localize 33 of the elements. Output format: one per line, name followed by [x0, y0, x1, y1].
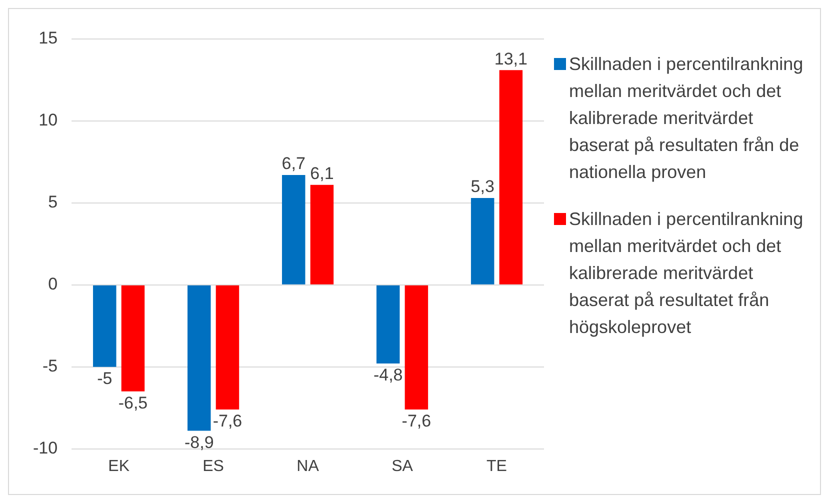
x-tick-label: ES [202, 458, 224, 475]
y-tick-label: 0 [48, 274, 58, 294]
data-label: 6,7 [282, 154, 306, 174]
y-tick-label: -10 [32, 438, 58, 458]
y-tick-label: 15 [38, 28, 58, 48]
data-label: -7,6 [212, 412, 242, 431]
bar [404, 285, 428, 410]
legend-label: Skillnaden i percentilrankning mellan meritvärdet och det kalibrerade meritvärdet baserat på resultatet från högskoleprovet [569, 208, 804, 339]
y-tick-label: 10 [38, 110, 58, 130]
bar [216, 285, 240, 410]
y-tick-label: -5 [42, 356, 58, 376]
bar [93, 285, 116, 367]
data-label: 6,1 [310, 164, 334, 184]
bar [499, 70, 523, 284]
x-tick-label: EK [108, 458, 130, 475]
bar [282, 175, 306, 284]
x-tick-label: NA [296, 458, 320, 475]
data-label: 5,3 [470, 177, 494, 196]
data-label: -4,8 [373, 366, 403, 385]
bar [310, 184, 334, 284]
data-label: -7,6 [402, 412, 432, 431]
data-label: -8,9 [184, 432, 214, 452]
data-label: 13,1 [494, 49, 528, 68]
x-tick-label: TE [486, 458, 507, 475]
data-label: -6,5 [118, 394, 148, 413]
data-label: -5 [97, 369, 112, 388]
bar [121, 285, 145, 392]
y-tick-label: 5 [48, 192, 58, 212]
x-tick-label: SA [392, 458, 414, 475]
legend-label: Skillnaden i percentilrankning mellan meritvärdet och det kalibrerade meritvärdet baserat på resultaten från de nationella proven [569, 53, 804, 184]
bar [470, 198, 494, 284]
bar [188, 285, 211, 431]
bar [376, 285, 400, 364]
